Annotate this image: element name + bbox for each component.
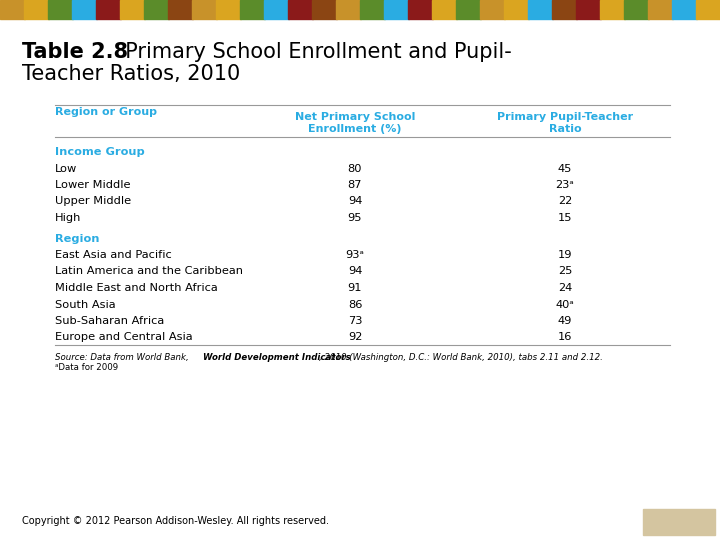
Text: East Asia and Pacific: East Asia and Pacific bbox=[55, 250, 172, 260]
Bar bbox=[168, 0, 192, 19]
Bar bbox=[456, 0, 480, 19]
Text: 25: 25 bbox=[558, 267, 572, 276]
Text: 19: 19 bbox=[558, 250, 572, 260]
Text: 49: 49 bbox=[558, 316, 572, 326]
Bar bbox=[120, 0, 145, 19]
Text: 94: 94 bbox=[348, 197, 362, 206]
Text: Table 2.8: Table 2.8 bbox=[22, 42, 128, 62]
Text: 45: 45 bbox=[558, 164, 572, 173]
Bar bbox=[360, 0, 384, 19]
Text: 92: 92 bbox=[348, 333, 362, 342]
Text: 15: 15 bbox=[558, 213, 572, 223]
Text: 2-25: 2-25 bbox=[660, 515, 698, 530]
Text: 86: 86 bbox=[348, 300, 362, 309]
Text: 22: 22 bbox=[558, 197, 572, 206]
Bar bbox=[24, 0, 48, 19]
Text: 24: 24 bbox=[558, 283, 572, 293]
Text: Net Primary School
Enrollment (%): Net Primary School Enrollment (%) bbox=[294, 112, 415, 133]
Bar bbox=[288, 0, 312, 19]
Text: Low: Low bbox=[55, 164, 77, 173]
Text: , 2010 (Washington, D.C.: World Bank, 2010), tabs 2.11 and 2.12.: , 2010 (Washington, D.C.: World Bank, 20… bbox=[319, 353, 603, 362]
Text: Source: Data from World Bank,: Source: Data from World Bank, bbox=[55, 353, 192, 362]
Text: 16: 16 bbox=[558, 333, 572, 342]
Bar bbox=[576, 0, 600, 19]
Bar bbox=[336, 0, 361, 19]
Text: Upper Middle: Upper Middle bbox=[55, 197, 131, 206]
Bar bbox=[144, 0, 168, 19]
Text: 93ᵃ: 93ᵃ bbox=[346, 250, 364, 260]
Bar bbox=[480, 0, 505, 19]
Bar bbox=[408, 0, 433, 19]
Text: Latin America and the Caribbean: Latin America and the Caribbean bbox=[55, 267, 243, 276]
Text: Region or Group: Region or Group bbox=[55, 107, 157, 117]
Text: Lower Middle: Lower Middle bbox=[55, 180, 130, 190]
Bar bbox=[528, 0, 552, 19]
Text: Region: Region bbox=[55, 233, 99, 244]
Text: 40ᵃ: 40ᵃ bbox=[556, 300, 575, 309]
Bar bbox=[0, 0, 24, 19]
Text: World Development Indicators: World Development Indicators bbox=[203, 353, 351, 362]
Bar bbox=[624, 0, 649, 19]
Text: Copyright © 2012 Pearson Addison-Wesley. All rights reserved.: Copyright © 2012 Pearson Addison-Wesley.… bbox=[22, 516, 329, 526]
Bar bbox=[696, 0, 720, 19]
Bar bbox=[312, 0, 336, 19]
Text: Income Group: Income Group bbox=[55, 147, 145, 157]
Bar bbox=[240, 0, 264, 19]
Bar bbox=[552, 0, 577, 19]
Text: Primary School Enrollment and Pupil-: Primary School Enrollment and Pupil- bbox=[112, 42, 512, 62]
Bar bbox=[648, 0, 672, 19]
Text: Primary Pupil-Teacher
Ratio: Primary Pupil-Teacher Ratio bbox=[497, 112, 633, 133]
Bar bbox=[672, 0, 696, 19]
Text: 73: 73 bbox=[348, 316, 362, 326]
Bar bbox=[643, 509, 715, 535]
Bar bbox=[72, 0, 96, 19]
Bar bbox=[600, 0, 624, 19]
Bar bbox=[384, 0, 408, 19]
Bar bbox=[264, 0, 289, 19]
Text: South Asia: South Asia bbox=[55, 300, 116, 309]
Bar bbox=[216, 0, 240, 19]
Bar bbox=[96, 0, 120, 19]
Bar bbox=[432, 0, 456, 19]
Text: 95: 95 bbox=[348, 213, 362, 223]
Text: 94: 94 bbox=[348, 267, 362, 276]
Bar bbox=[192, 0, 217, 19]
Text: Teacher Ratios, 2010: Teacher Ratios, 2010 bbox=[22, 64, 240, 84]
Text: 80: 80 bbox=[348, 164, 362, 173]
Text: ᵃData for 2009: ᵃData for 2009 bbox=[55, 363, 118, 372]
Text: Europe and Central Asia: Europe and Central Asia bbox=[55, 333, 193, 342]
Text: Middle East and North Africa: Middle East and North Africa bbox=[55, 283, 217, 293]
Text: High: High bbox=[55, 213, 81, 223]
Text: 87: 87 bbox=[348, 180, 362, 190]
Bar bbox=[504, 0, 528, 19]
Text: 23ᵃ: 23ᵃ bbox=[556, 180, 575, 190]
Text: 91: 91 bbox=[348, 283, 362, 293]
Bar bbox=[48, 0, 73, 19]
Text: Sub-Saharan Africa: Sub-Saharan Africa bbox=[55, 316, 164, 326]
